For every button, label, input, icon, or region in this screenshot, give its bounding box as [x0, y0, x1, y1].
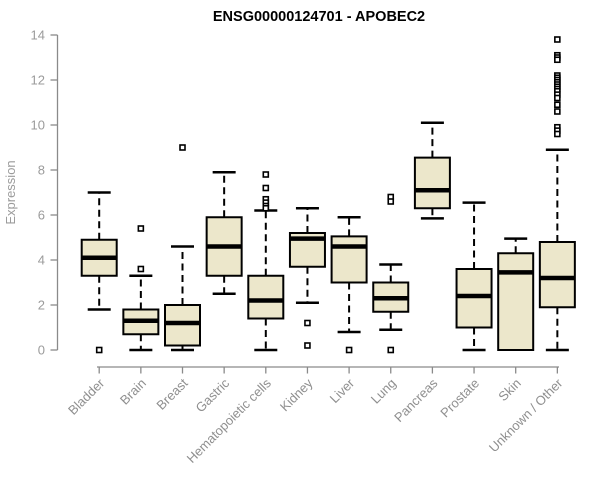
outlier-point-breast [179, 144, 186, 151]
box-group-liver [330, 216, 368, 354]
y-axis-label: Expression [3, 160, 18, 224]
outlier-point-brain [137, 225, 145, 232]
outlier-point-hematopoietic-cells [262, 171, 270, 178]
x-tick-label-unknown-other: Unknown / Other [486, 375, 566, 455]
outlier-point-unknown-other [554, 56, 561, 64]
outlier-point-unknown-other [554, 36, 561, 43]
chart-title: ENSG00000124701 - APOBEC2 [213, 9, 425, 25]
outlier-point-unknown-other [554, 101, 561, 109]
outlier-point-bladder [95, 346, 103, 354]
x-tick-label-kidney: Kidney [277, 375, 316, 414]
x-tick-label-liver: Liver [327, 375, 358, 406]
y-tick-label: 8 [38, 163, 45, 178]
outlier-point-kidney [304, 319, 311, 327]
box-group-unknown-other [538, 36, 576, 352]
y-tick-label: 2 [38, 298, 45, 313]
box-group-prostate [455, 201, 493, 352]
iqr-box-pancreas [413, 156, 451, 210]
iqr-box-skin [497, 252, 535, 351]
outlier-point-hematopoietic-cells [262, 204, 270, 212]
x-tick-label-pancreas: Pancreas [391, 375, 441, 425]
outlier-point-brain [137, 265, 145, 273]
outlier-point-unknown-other [554, 94, 561, 102]
box-group-skin [497, 237, 535, 351]
outlier-point-unknown-other [554, 130, 561, 138]
outlier-point-lung [387, 346, 395, 354]
box-series [80, 36, 576, 354]
y-tick-label: 14 [31, 28, 45, 43]
box-group-pancreas [413, 121, 451, 220]
box-group-breast [164, 144, 201, 352]
x-tick-label-gastric: Gastric [193, 375, 233, 415]
box-group-kidney [288, 207, 326, 349]
outlier-point-unknown-other [554, 108, 561, 115]
y-tick-label: 6 [38, 208, 45, 223]
iqr-box-unknown-other [538, 241, 576, 309]
box-group-bladder [80, 191, 118, 354]
x-tick-label-skin: Skin [495, 376, 523, 404]
outlier-point-kidney [304, 342, 311, 349]
outlier-point-liver [345, 346, 353, 354]
x-tick-label-lung: Lung [368, 376, 399, 407]
y-tick-label: 12 [31, 73, 45, 88]
x-tick-label-breast: Breast [153, 375, 190, 412]
box-group-brain [122, 225, 160, 352]
iqr-box-liver [330, 235, 368, 284]
box-group-gastric [205, 171, 243, 295]
outlier-point-lung [387, 198, 395, 205]
x-tick-label-bladder: Bladder [65, 375, 108, 418]
y-tick-label: 4 [38, 253, 45, 268]
iqr-box-hematopoietic-cells [247, 274, 285, 320]
y-tick-label: 0 [38, 343, 45, 358]
box-group-hematopoietic-cells [247, 171, 285, 352]
x-tick-label-brain: Brain [117, 376, 149, 408]
y-tick-label: 10 [31, 118, 45, 133]
outlier-point-hematopoietic-cells [262, 184, 270, 192]
box-group-lung [372, 193, 410, 354]
x-tick-label-prostate: Prostate [437, 376, 482, 421]
